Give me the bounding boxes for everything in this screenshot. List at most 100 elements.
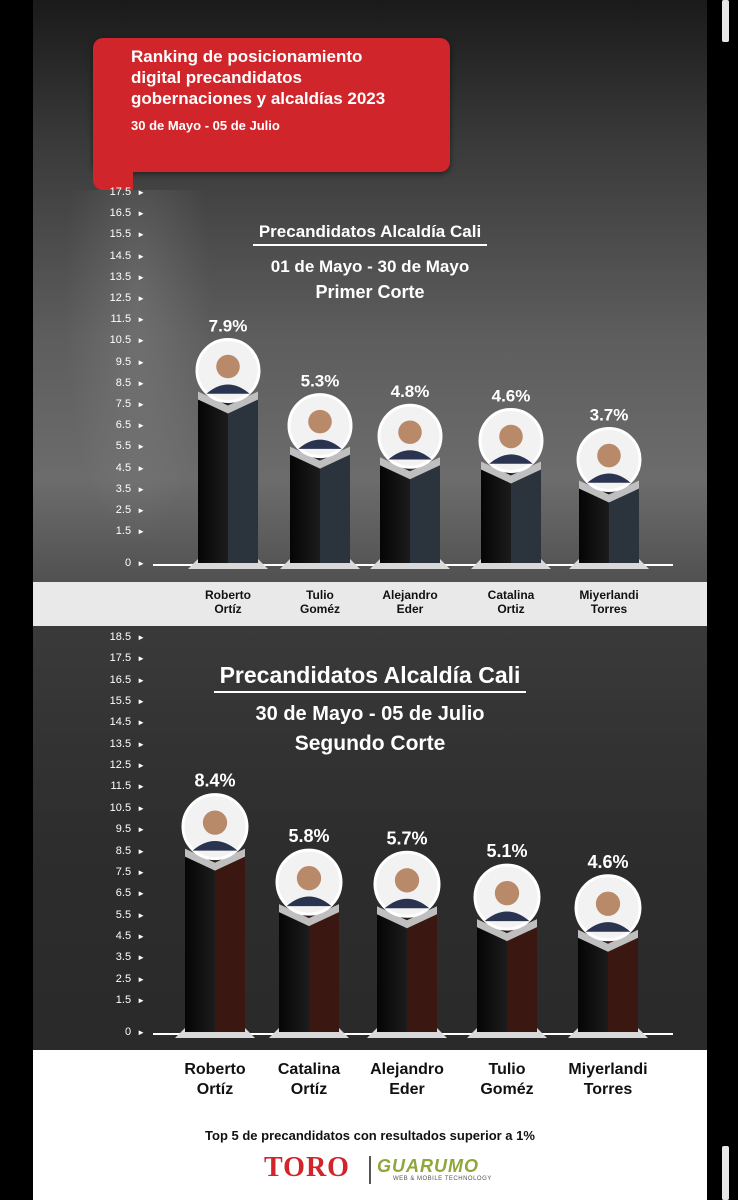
tick-arrow-icon: ► xyxy=(137,953,145,963)
y-tick-label: 15.5 ► xyxy=(89,228,145,240)
y-tick-label: 5.5 ► xyxy=(89,440,145,452)
y-tick-text: 12.5 xyxy=(109,292,132,304)
y-tick-label: 4.5 ► xyxy=(89,930,145,942)
candidate-body-icon xyxy=(192,841,238,851)
y-tick-text: 13.5 xyxy=(109,737,132,750)
y-tick-text: 4.5 xyxy=(115,929,132,942)
tick-arrow-icon: ► xyxy=(137,889,145,899)
candidate-face-icon xyxy=(308,409,332,434)
y-tick-text: 6.5 xyxy=(115,887,132,900)
tick-arrow-icon: ► xyxy=(137,421,145,431)
bar-group: 5.1% xyxy=(467,841,547,1038)
category-label: Catalina Ortíz xyxy=(277,1061,341,1098)
y-tick-label: 9.5 ► xyxy=(89,823,145,835)
y-tick-label: 6.5 ► xyxy=(89,887,145,899)
tick-arrow-icon: ► xyxy=(137,251,145,261)
guarumo-logo: GUARUMO xyxy=(377,1156,479,1176)
y-tick-text: 15.5 xyxy=(109,228,132,241)
panel2-chart: 8.4% 5.8% 5.7% 5.1% 4.6% xyxy=(153,771,673,1038)
y-tick-text: 6.5 xyxy=(115,419,132,432)
infographic-date-range: 30 de Mayo - 05 de Julio xyxy=(131,118,280,133)
y-tick-text: 1.5 xyxy=(115,993,132,1006)
y-tick-label: 12.5 ► xyxy=(89,292,145,304)
tick-arrow-icon: ► xyxy=(137,209,145,219)
window-edge xyxy=(707,0,738,1200)
tick-arrow-icon: ► xyxy=(137,718,145,728)
y-tick-label: 13.5 ► xyxy=(89,738,145,750)
panel1-corte: Primer Corte xyxy=(315,282,425,302)
y-tick-text: 3.5 xyxy=(115,482,132,495)
y-tick-text: 9.5 xyxy=(115,823,132,836)
tick-arrow-icon: ► xyxy=(137,739,145,749)
y-tick-text: 0 xyxy=(124,1026,132,1038)
tick-arrow-icon: ► xyxy=(137,294,145,303)
tick-arrow-icon: ► xyxy=(137,846,145,856)
y-tick-label: 18.5 ► xyxy=(89,631,145,643)
tick-arrow-icon: ► xyxy=(137,675,145,685)
candidate-face-icon xyxy=(394,868,420,893)
bar-cap xyxy=(279,904,339,927)
data-label: 5.1% xyxy=(486,841,527,861)
bar-group: 5.7% xyxy=(367,828,447,1038)
y-tick-label: 12.5 ► xyxy=(89,759,145,771)
bar xyxy=(290,450,350,563)
data-label: 8.4% xyxy=(194,771,235,791)
y-tick-text: 17.5 xyxy=(109,186,132,198)
tick-arrow-icon: ► xyxy=(137,315,145,325)
candidate-body-icon xyxy=(484,911,530,922)
y-tick-label: 2.5 ► xyxy=(89,973,145,985)
y-tick-text: 5.5 xyxy=(115,440,132,453)
candidate-body-icon xyxy=(388,450,432,460)
tick-arrow-icon: ► xyxy=(137,230,145,240)
y-tick-label: 14.5 ► xyxy=(89,250,145,262)
y-tick-label: 14.5 ► xyxy=(89,716,145,728)
y-tick-label: 4.5 ► xyxy=(89,462,145,474)
tick-arrow-icon: ► xyxy=(137,1028,145,1037)
data-label: 7.9% xyxy=(209,317,248,336)
y-tick-text: 12.5 xyxy=(109,759,132,772)
data-label: 5.3% xyxy=(301,372,340,391)
y-tick-label: 9.5 ► xyxy=(89,356,145,368)
bar-cap xyxy=(578,929,638,952)
candidate-body-icon xyxy=(587,473,631,483)
y-tick-text: 14.5 xyxy=(109,716,132,729)
y-tick-label: 3.5 ► xyxy=(89,483,145,495)
y-tick-label: 16.5 ► xyxy=(89,674,145,686)
candidate-face-icon xyxy=(398,420,422,445)
bar-group: 5.8% xyxy=(269,826,349,1038)
y-tick-label: 15.5 ► xyxy=(89,695,145,707)
data-label: 4.8% xyxy=(391,382,430,401)
tick-arrow-icon: ► xyxy=(137,782,145,792)
panel1-title: Precandidatos Alcaldía Cali xyxy=(33,222,707,246)
tick-arrow-icon: ► xyxy=(137,931,145,941)
candidate-face-icon xyxy=(597,443,621,468)
tick-arrow-icon: ► xyxy=(137,654,145,664)
y-tick-text: 3.5 xyxy=(115,951,132,964)
category-label: Tulio Goméz xyxy=(299,588,340,616)
y-tick-text: 16.5 xyxy=(109,207,132,220)
tick-arrow-icon: ► xyxy=(137,484,145,494)
tick-arrow-icon: ► xyxy=(137,188,145,197)
y-tick-label: 1.5 ► xyxy=(89,994,145,1006)
category-label: Catalina Ortiz xyxy=(487,588,535,616)
tick-arrow-icon: ► xyxy=(137,910,145,920)
category-label: Miyerlandi Torres xyxy=(579,588,639,616)
tick-arrow-icon: ► xyxy=(137,272,145,282)
bar-group: 7.9% xyxy=(188,317,268,569)
logo-divider xyxy=(369,1156,371,1184)
scrollbar-top[interactable] xyxy=(722,0,729,42)
scrollbar-thumb[interactable] xyxy=(722,1146,729,1200)
panel2-corte: Segundo Corte xyxy=(294,732,446,755)
candidate-face-icon xyxy=(216,354,240,379)
tick-arrow-icon: ► xyxy=(137,378,145,388)
y-tick-text: 9.5 xyxy=(115,355,132,368)
candidate-body-icon xyxy=(384,898,430,909)
tick-arrow-icon: ► xyxy=(137,761,145,771)
y-tick-text: 10.5 xyxy=(109,801,132,814)
candidate-face-icon xyxy=(202,810,228,835)
y-tick-text: 0 xyxy=(124,557,132,569)
y-tick-label: 8.5 ► xyxy=(89,845,145,857)
category-label: Miyerlandi Torres xyxy=(568,1061,648,1098)
y-tick-text: 8.5 xyxy=(115,844,132,857)
candidate-face-icon xyxy=(296,866,322,891)
